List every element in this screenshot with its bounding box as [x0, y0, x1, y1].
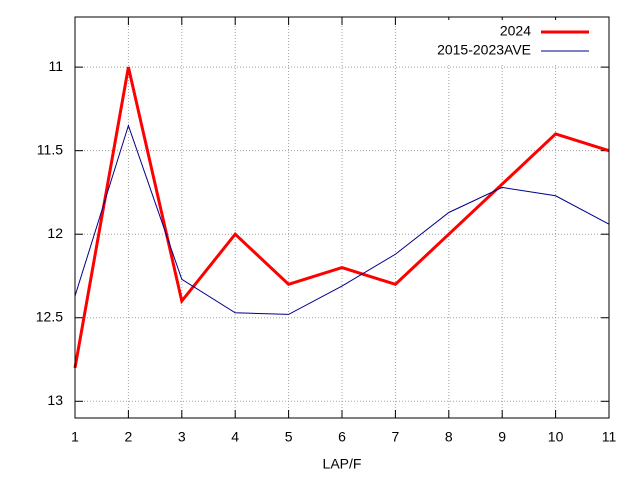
- data-line: [73, 66, 610, 369]
- x-tick-label: 10: [548, 429, 564, 445]
- plot-border: [74, 16, 610, 419]
- x-tick-label: 8: [445, 429, 453, 445]
- legend-label: 2015-2023AVE: [437, 42, 531, 58]
- y-tick-label: 11: [48, 58, 63, 74]
- x-tick-label: 11: [602, 429, 617, 445]
- legend-label: 2024: [500, 23, 531, 39]
- y-tick-label: 13: [47, 392, 63, 408]
- y-tick-label: 11.5: [37, 141, 63, 157]
- x-tick-label: 9: [498, 429, 506, 445]
- data-line: [74, 124, 610, 315]
- legend-box: [409, 20, 605, 64]
- y-tick-label: 12: [47, 225, 63, 241]
- x-tick-label: 2: [125, 429, 133, 445]
- x-tick-label: 3: [178, 429, 186, 445]
- x-tick-label: 1: [71, 429, 79, 445]
- y-tick-label: 12.5: [36, 308, 63, 324]
- x-axis-label: LAP/F: [323, 456, 362, 472]
- x-tick-label: 7: [392, 429, 400, 445]
- x-tick-label: 4: [231, 429, 239, 445]
- x-tick-label: 6: [338, 429, 346, 445]
- x-tick-label: 5: [285, 429, 293, 445]
